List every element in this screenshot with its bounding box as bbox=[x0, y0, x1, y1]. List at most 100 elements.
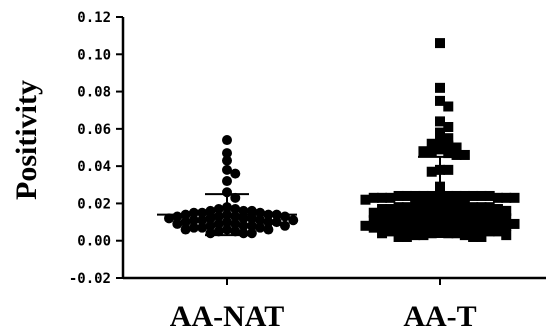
data-point-circle bbox=[230, 226, 241, 237]
data-point-circle bbox=[230, 192, 241, 203]
data-point-square bbox=[368, 215, 379, 226]
data-point-square bbox=[451, 198, 462, 209]
data-point-circle bbox=[263, 224, 274, 235]
data-point-square bbox=[401, 202, 412, 213]
data-point-circle bbox=[205, 213, 216, 224]
data-point-square bbox=[476, 202, 487, 213]
data-point-square bbox=[443, 220, 454, 231]
data-point-circle bbox=[246, 213, 257, 224]
data-point-circle bbox=[230, 168, 241, 179]
data-point-square bbox=[443, 133, 454, 144]
data-point-square bbox=[484, 209, 495, 220]
data-point-square bbox=[393, 231, 404, 242]
data-point-circle bbox=[238, 213, 249, 224]
data-point-square bbox=[451, 190, 462, 201]
data-point-square bbox=[426, 190, 437, 201]
data-point-square bbox=[501, 205, 512, 216]
data-point-square bbox=[426, 146, 437, 157]
data-point-square bbox=[484, 226, 495, 237]
data-point-square bbox=[443, 205, 454, 216]
data-point-square bbox=[435, 116, 445, 127]
data-point-circle bbox=[263, 217, 274, 228]
data-point-square bbox=[509, 218, 520, 229]
data-point-square bbox=[435, 127, 445, 138]
data-point-circle bbox=[238, 205, 249, 216]
data-point-square bbox=[443, 164, 454, 175]
data-point-square bbox=[385, 211, 396, 222]
data-point-square bbox=[426, 205, 437, 216]
y-tick-label: 0.10 bbox=[77, 47, 111, 63]
data-point-circle bbox=[180, 224, 191, 235]
data-point-circle bbox=[230, 218, 241, 229]
data-point-square bbox=[377, 211, 388, 222]
data-point-circle bbox=[197, 215, 208, 226]
data-point-square bbox=[377, 218, 388, 229]
data-point-square bbox=[443, 228, 454, 239]
data-point-square bbox=[418, 190, 429, 201]
data-point-circle bbox=[255, 222, 266, 233]
data-point-square bbox=[451, 142, 462, 153]
data-point-circle bbox=[172, 218, 183, 229]
data-point-circle bbox=[288, 215, 299, 226]
data-point-square bbox=[368, 222, 379, 233]
data-point-square bbox=[418, 146, 429, 157]
data-point-square bbox=[492, 218, 503, 229]
data-point-circle bbox=[279, 220, 290, 231]
data-point-square bbox=[468, 209, 479, 220]
data-point-square bbox=[393, 190, 404, 201]
y-tick-label: 0.04 bbox=[77, 159, 111, 175]
y-tick-label: 0.00 bbox=[77, 234, 111, 250]
category-label: AA-T bbox=[403, 300, 476, 333]
data-point-square bbox=[443, 190, 454, 201]
data-point-square bbox=[459, 200, 470, 211]
data-point-square bbox=[484, 217, 495, 228]
data-point-square bbox=[401, 209, 412, 220]
data-point-square bbox=[410, 222, 421, 233]
data-point-circle bbox=[222, 148, 232, 159]
data-point-square bbox=[484, 190, 495, 201]
data-point-circle bbox=[230, 204, 241, 215]
data-point-square bbox=[385, 218, 396, 229]
data-point-square bbox=[360, 220, 371, 231]
data-point-square bbox=[426, 213, 437, 224]
data-point-square bbox=[435, 38, 445, 49]
data-point-square bbox=[501, 220, 512, 231]
data-point-circle bbox=[271, 217, 282, 228]
data-point-square bbox=[443, 198, 454, 209]
data-point-square bbox=[418, 200, 429, 211]
data-point-circle bbox=[188, 222, 199, 233]
data-point-square bbox=[368, 192, 379, 203]
data-point-square bbox=[418, 222, 429, 233]
data-point-square bbox=[435, 144, 445, 155]
data-point-square bbox=[426, 166, 437, 177]
data-point-square bbox=[468, 202, 479, 213]
data-point-square bbox=[468, 224, 479, 235]
data-point-square bbox=[468, 217, 479, 228]
data-point-square bbox=[426, 228, 437, 239]
data-point-square bbox=[451, 220, 462, 231]
data-point-square bbox=[410, 230, 421, 241]
data-point-square bbox=[443, 121, 454, 132]
data-point-square bbox=[393, 209, 404, 220]
data-point-circle bbox=[213, 226, 224, 237]
data-point-square bbox=[385, 192, 396, 203]
data-point-square bbox=[459, 190, 470, 201]
category-label: AA-NAT bbox=[170, 300, 284, 333]
data-point-square bbox=[393, 217, 404, 228]
data-point-square bbox=[451, 228, 462, 239]
data-point-square bbox=[459, 222, 470, 233]
data-point-circle bbox=[213, 204, 224, 215]
data-point-square bbox=[459, 207, 470, 218]
data-point-square bbox=[377, 228, 388, 239]
data-point-square bbox=[418, 215, 429, 226]
data-point-square bbox=[418, 230, 429, 241]
data-point-square bbox=[360, 194, 371, 205]
data-point-square bbox=[393, 202, 404, 213]
data-point-square bbox=[501, 192, 512, 203]
data-point-square bbox=[401, 224, 412, 235]
data-point-square bbox=[459, 215, 470, 226]
data-point-circle bbox=[213, 218, 224, 229]
data-point-square bbox=[451, 205, 462, 216]
data-point-circle bbox=[205, 228, 216, 239]
